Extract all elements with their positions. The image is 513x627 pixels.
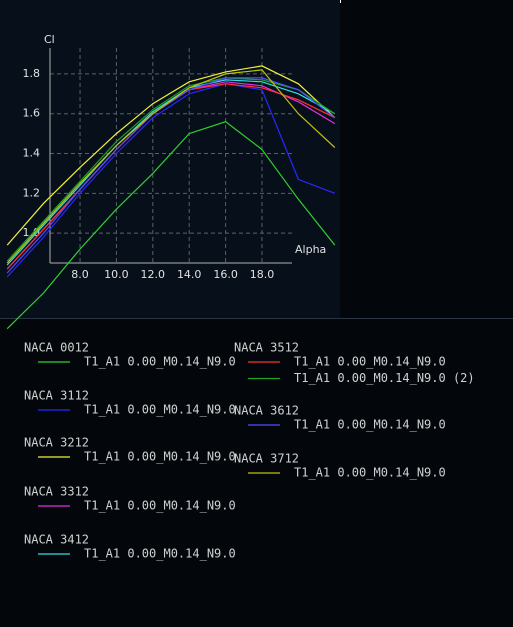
legend-group-title: NACA 3212 — [24, 436, 89, 450]
series-line — [6, 121, 336, 330]
y-tick-label: 1.2 — [23, 186, 41, 199]
series-line — [6, 79, 336, 266]
legend-entry: T1_A1 0.00_M0.14_N9.0 (2) — [294, 371, 475, 385]
legend-entry: T1_A1 0.00_M0.14_N9.0 — [84, 355, 236, 369]
x-tick-label: 18.0 — [250, 268, 275, 281]
series-line — [6, 77, 336, 262]
x-axis-label: Alpha — [295, 243, 326, 256]
legend-group-title: NACA 3612 — [234, 404, 299, 418]
series-line — [6, 69, 336, 264]
legend-group-title: NACA 3712 — [234, 452, 299, 466]
x-tick-label: 16.0 — [213, 268, 238, 281]
x-tick-label: 8.0 — [71, 268, 89, 281]
x-tick-label: 14.0 — [177, 268, 202, 281]
legend-entry: T1_A1 0.00_M0.14_N9.0 — [84, 547, 236, 561]
series-line — [6, 83, 336, 278]
y-tick-label: 1.6 — [23, 107, 41, 120]
legend-entry: T1_A1 0.00_M0.14_N9.0 — [84, 499, 236, 513]
y-axis-label: Cl — [44, 33, 55, 46]
legend-group-title: NACA 3512 — [234, 341, 299, 355]
y-tick-label: 1.8 — [23, 67, 41, 80]
legend-entry: T1_A1 0.00_M0.14_N9.0 — [294, 418, 446, 432]
legend-entry: T1_A1 0.00_M0.14_N9.0 — [84, 450, 236, 464]
y-tick-label: 1.4 — [23, 147, 41, 160]
legend-group-title: NACA 3412 — [24, 533, 89, 547]
x-tick-label: 10.0 — [104, 268, 129, 281]
legend-entry: T1_A1 0.00_M0.14_N9.0 — [84, 403, 236, 417]
legend-entry: T1_A1 0.00_M0.14_N9.0 — [294, 355, 446, 369]
legend-group-title: NACA 0012 — [24, 341, 89, 355]
legend-group-title: NACA 3312 — [24, 485, 89, 499]
series-line — [6, 77, 336, 274]
legend-group-title: NACA 3112 — [24, 389, 89, 403]
x-tick-label: 12.0 — [141, 268, 166, 281]
legend-entry: T1_A1 0.00_M0.14_N9.0 — [294, 466, 446, 480]
plot-panel — [0, 0, 340, 318]
series-line — [6, 65, 336, 246]
